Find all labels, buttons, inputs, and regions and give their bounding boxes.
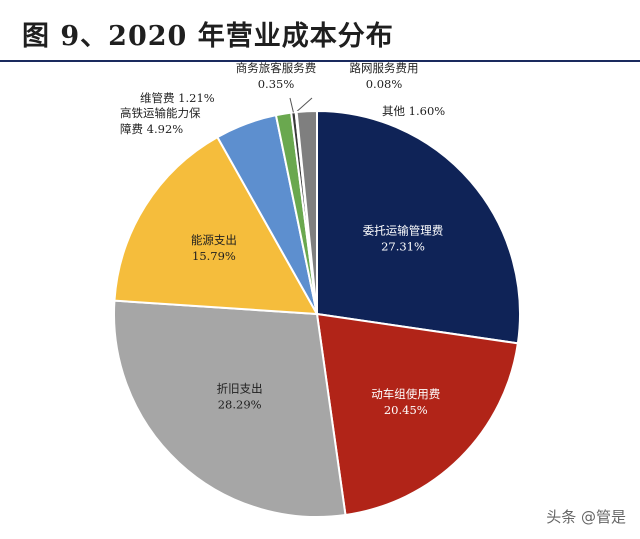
slice-label-8: 路网服务费用 0.08% bbox=[350, 61, 419, 91]
slice-label-7: 商务旅客服务费 0.35% bbox=[236, 61, 317, 91]
slice-label-6: 维管费 1.21% bbox=[140, 91, 215, 105]
slice-label-text: 高铁运输能力保 bbox=[120, 106, 201, 120]
slice-label-text: 路网服务费用 bbox=[350, 61, 419, 75]
slice-label-2: 动车组使用费 20.45% bbox=[371, 387, 440, 417]
leader-line bbox=[289, 97, 294, 113]
pie-slice-2 bbox=[315, 312, 520, 517]
slice-label-text: 能源支出 bbox=[191, 233, 237, 247]
slice-label-text: 28.29% bbox=[218, 397, 262, 411]
slice-label-3: 折旧支出 28.29% bbox=[217, 381, 263, 411]
slice-label-text: 20.45% bbox=[384, 403, 428, 417]
slice-label-text: 0.35% bbox=[258, 77, 295, 91]
slice-label-text: 委托运输管理费 bbox=[363, 224, 444, 238]
slice-label-text: 折旧支出 bbox=[217, 381, 263, 395]
slice-label-text: 障费 4.92% bbox=[120, 122, 183, 136]
pie-slice-4 bbox=[113, 135, 319, 316]
pie-slice-9 bbox=[295, 109, 318, 315]
leader-line bbox=[295, 97, 313, 113]
slice-label-text: 27.31% bbox=[381, 240, 425, 254]
slice-label-text: 15.79% bbox=[192, 249, 236, 263]
chart-title: 图 9、2020 年营业成本分布 bbox=[22, 21, 394, 52]
slice-label-9: 其他 1.60% bbox=[382, 104, 445, 118]
pie-slice-1 bbox=[316, 109, 521, 345]
slice-label-4: 能源支出 15.79% bbox=[191, 233, 237, 263]
watermark: 头条 @管是 bbox=[546, 508, 626, 526]
slice-label-text: 动车组使用费 bbox=[371, 387, 440, 401]
slice-label-text: 其他 1.60% bbox=[382, 104, 445, 118]
title-divider bbox=[0, 60, 640, 62]
slice-label-text: 维管费 1.21% bbox=[140, 91, 215, 105]
pie-slice-3 bbox=[113, 299, 347, 518]
slice-label-text: 商务旅客服务费 bbox=[236, 61, 317, 75]
slice-label-text: 0.08% bbox=[366, 77, 403, 91]
slice-label-1: 委托运输管理费 27.31% bbox=[363, 224, 444, 254]
